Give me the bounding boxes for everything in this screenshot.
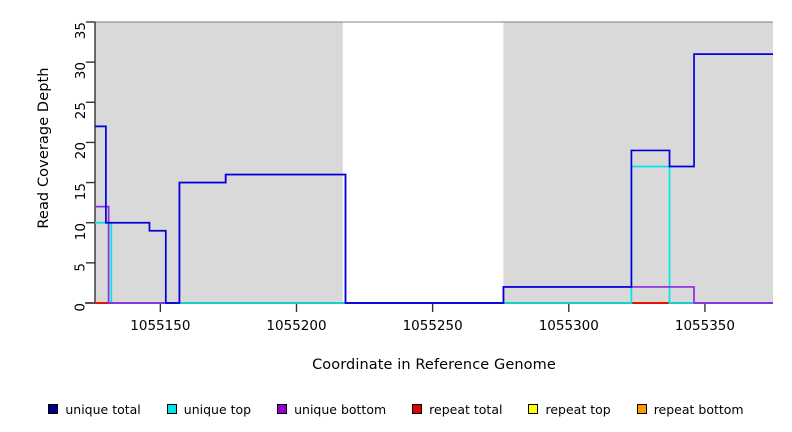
legend-label: unique bottom: [294, 401, 387, 417]
legend-swatch-icon: [277, 404, 288, 414]
x-tick-label: 1055150: [130, 318, 191, 334]
series-unique-total: [95, 53, 773, 304]
legend-swatch-icon: [48, 404, 59, 414]
x-tick-label: 1055250: [402, 318, 463, 334]
y-tick-label: 35: [73, 22, 89, 40]
x-tick-label: 1055200: [266, 318, 327, 334]
x-axis-label: Coordinate in Reference Genome: [312, 357, 556, 373]
legend-swatch-icon: [528, 404, 539, 414]
plot-area: [85, 21, 773, 312]
x-tick-label: 1055350: [674, 318, 735, 334]
y-tick-label: 5: [73, 262, 89, 272]
y-tick-label: 30: [73, 62, 89, 80]
legend-label: unique top: [183, 401, 252, 417]
y-tick-label: 0: [73, 303, 89, 312]
legend-label: unique total: [65, 401, 141, 417]
legend-item-unique-total[interactable]: unique total: [48, 401, 141, 417]
legend-item-repeat-bottom[interactable]: repeat bottom: [636, 401, 744, 417]
legend-item-repeat-total[interactable]: repeat total: [412, 402, 502, 417]
repeat-region-1: [95, 22, 343, 303]
legend-swatch-icon: [412, 404, 423, 414]
legend-item-unique-top[interactable]: unique top: [166, 401, 252, 417]
repeat-region-2: [503, 22, 773, 303]
y-tick-label: 20: [73, 142, 89, 160]
y-tick-label: 25: [73, 102, 89, 120]
chart-legend: unique total unique top unique bottom repea…: [0, 398, 792, 420]
legend-swatch-icon: [166, 404, 177, 414]
legend-label: repeat top: [545, 401, 611, 417]
legend-item-unique-bottom[interactable]: unique bottom: [277, 402, 386, 417]
legend-label: repeat total: [429, 401, 503, 417]
legend-item-repeat-top[interactable]: repeat top: [528, 401, 611, 417]
y-tick-label: 15: [73, 182, 89, 200]
legend-label: repeat bottom: [653, 401, 744, 417]
x-tick-label: 1055300: [538, 318, 599, 334]
y-tick-label: 10: [73, 222, 89, 240]
legend-swatch-icon: [636, 404, 647, 414]
